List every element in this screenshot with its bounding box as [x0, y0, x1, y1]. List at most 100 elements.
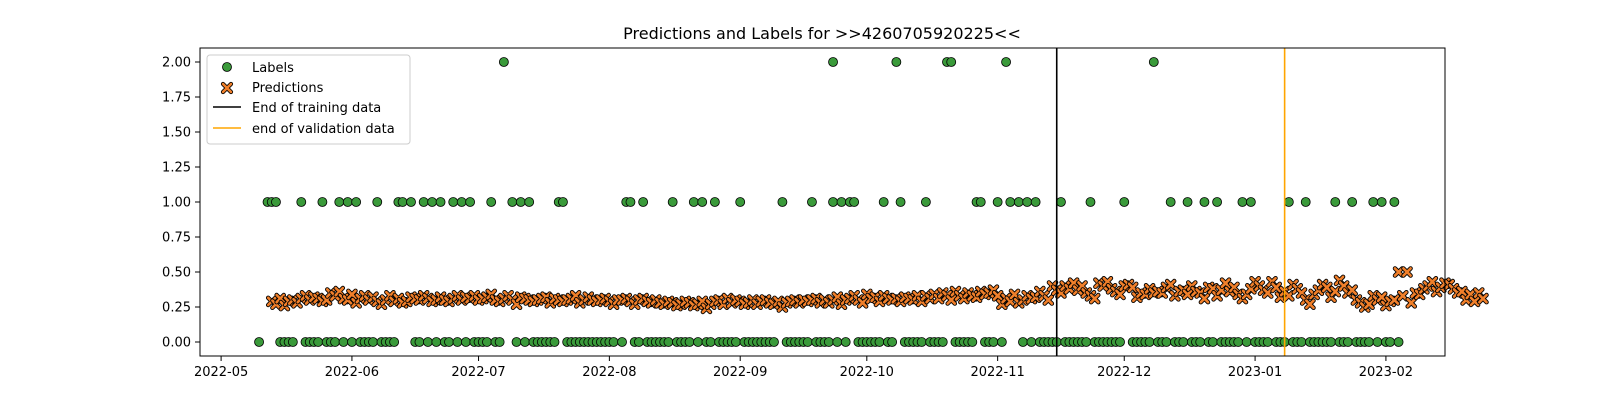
label-point	[1376, 197, 1387, 207]
legend-labels-text: Labels	[252, 61, 294, 76]
prediction-point	[1305, 299, 1315, 310]
y-tick-label: 1.50	[162, 126, 191, 141]
label-point	[342, 197, 353, 207]
y-tick-label: 0.00	[162, 336, 191, 351]
label-point	[435, 197, 446, 207]
label-point	[1199, 197, 1210, 207]
label-point	[1148, 57, 1159, 67]
label-point	[549, 337, 560, 347]
prediction-point	[1347, 285, 1358, 296]
label-point	[422, 337, 433, 347]
label-point	[735, 197, 746, 207]
prediction-point	[1199, 293, 1210, 304]
label-point	[1262, 337, 1273, 347]
label-point	[498, 57, 509, 67]
label-point	[1030, 197, 1041, 207]
label-point	[967, 337, 978, 347]
tick-layer: 2022-05 2022-06 2022-07 2022-08 2022-09 2022-…	[162, 56, 1413, 381]
x-tick-label: 2023-02	[1359, 365, 1413, 380]
label-point	[1212, 197, 1223, 207]
label-point	[874, 337, 885, 347]
label-point	[317, 197, 328, 207]
label-point	[617, 337, 627, 347]
prediction-point	[347, 289, 357, 300]
y-tick-label: 0.75	[162, 231, 191, 246]
prediction-point	[1089, 293, 1100, 304]
y-tick-label: 2.00	[162, 56, 191, 71]
label-point	[887, 337, 898, 347]
label-point	[389, 337, 400, 347]
label-point	[828, 197, 838, 207]
x-tick-label: 2022-12	[1097, 365, 1151, 380]
x-tick-label: 2022-08	[582, 365, 636, 380]
prediction-point	[1220, 278, 1231, 289]
label-point	[1165, 197, 1176, 207]
label-point	[427, 197, 438, 207]
label-point	[1115, 337, 1125, 347]
legend-predictions-text: Predictions	[252, 81, 324, 96]
label-point	[878, 197, 889, 207]
legend-training-text: End of training data	[252, 101, 381, 116]
label-point	[414, 337, 425, 347]
prediction-point	[1402, 267, 1412, 277]
x-tick-label: 2022-11	[970, 365, 1024, 380]
legend: Labels Predictions End of training data …	[206, 54, 411, 145]
legend-box	[206, 54, 411, 145]
label-point	[823, 337, 834, 347]
prediction-point	[1330, 286, 1341, 297]
x-tick-label: 2022-05	[194, 365, 248, 380]
label-point	[688, 197, 699, 207]
legend-validation-text: end of validation data	[252, 122, 395, 137]
label-point	[296, 197, 307, 207]
label-point	[634, 337, 644, 347]
label-point	[1022, 197, 1033, 207]
label-point	[709, 197, 720, 207]
label-point	[1182, 197, 1193, 207]
prediction-point	[1165, 279, 1176, 290]
label-point	[807, 197, 817, 207]
y-tick-label: 0.50	[162, 266, 191, 281]
x-tick-label: 2022-10	[840, 365, 894, 380]
label-point	[368, 337, 378, 347]
label-point	[444, 337, 454, 347]
label-point	[1296, 337, 1307, 347]
label-point	[1326, 337, 1336, 347]
label-point	[1119, 197, 1130, 207]
label-point	[1005, 197, 1016, 207]
label-point	[1233, 337, 1244, 347]
plot-frame	[199, 47, 1446, 357]
prediction-point	[1262, 288, 1273, 298]
label-point	[802, 337, 813, 347]
label-point	[351, 197, 362, 207]
prediction-point	[1127, 282, 1138, 293]
label-point	[1372, 337, 1383, 347]
prediction-point	[1182, 289, 1193, 300]
label-point	[287, 337, 298, 347]
chart-title: Predictions and Labels for >>42607059202…	[623, 24, 1021, 43]
label-point	[1026, 337, 1037, 347]
label-point	[697, 197, 708, 207]
label-point	[1013, 197, 1024, 207]
label-point	[418, 197, 429, 207]
label-point	[705, 337, 716, 347]
label-point	[1389, 197, 1400, 207]
label-point	[460, 337, 471, 347]
label-point	[330, 337, 340, 347]
prediction-point	[1043, 295, 1054, 305]
prediction-point	[1115, 289, 1125, 300]
label-point	[372, 197, 383, 207]
label-point	[334, 197, 345, 207]
label-point	[1330, 197, 1341, 207]
label-point	[465, 197, 476, 207]
label-point	[456, 197, 467, 207]
label-point	[338, 337, 349, 347]
label-point	[452, 337, 463, 347]
label-point	[1283, 197, 1294, 207]
x-tick-label: 2022-06	[325, 365, 379, 380]
label-point	[937, 337, 948, 347]
label-point	[684, 337, 695, 347]
label-point	[769, 337, 779, 347]
label-point	[558, 197, 568, 207]
label-point	[448, 197, 459, 207]
label-point	[1241, 337, 1252, 347]
